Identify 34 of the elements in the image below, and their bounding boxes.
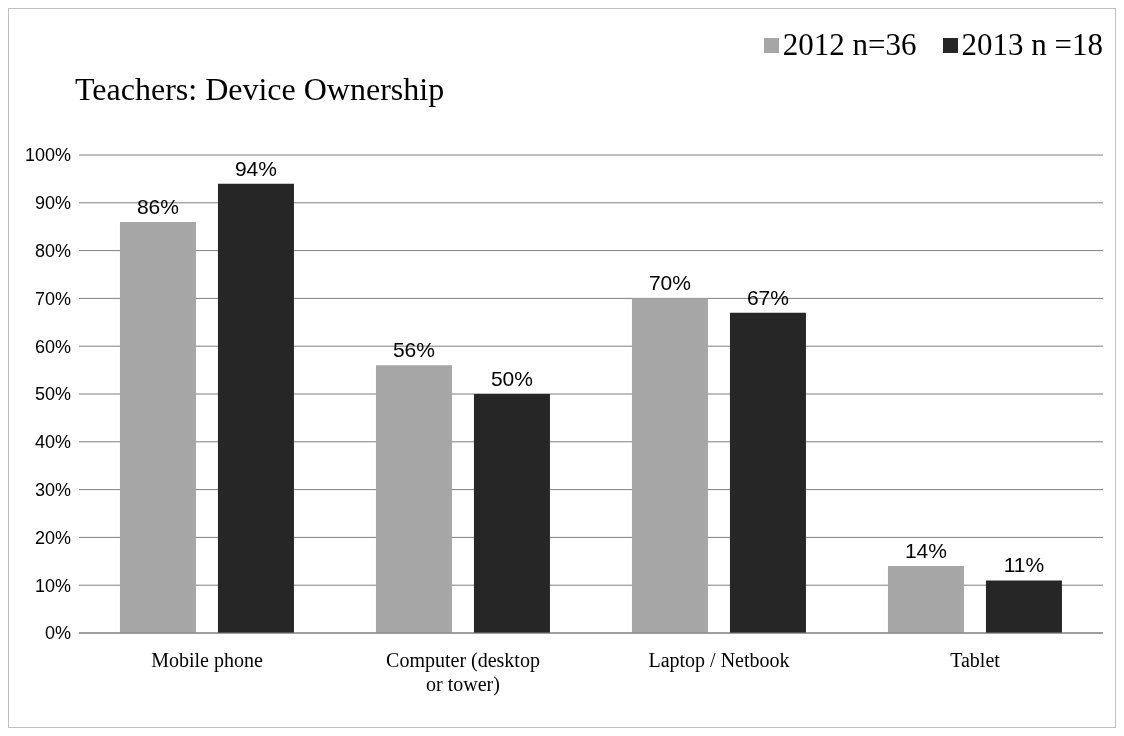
data-label: 14%	[904, 539, 947, 563]
bar	[631, 298, 708, 633]
data-label: 67%	[746, 285, 789, 309]
x-tick-label: Laptop / Netbook	[648, 649, 790, 672]
data-label: 94%	[234, 156, 277, 180]
y-tick-label: 80%	[34, 240, 71, 261]
y-tick-label: 30%	[34, 479, 71, 500]
x-tick-label: Mobile phone	[151, 649, 263, 672]
y-tick-label: 0%	[44, 623, 71, 644]
bar	[375, 365, 452, 633]
bar	[985, 580, 1062, 633]
data-label: 50%	[490, 367, 533, 390]
x-tick-label: Computer (desktop or tower)	[386, 649, 540, 696]
y-tick-label: 100%	[24, 145, 71, 166]
y-tick-label: 20%	[34, 527, 71, 548]
y-tick-label: 70%	[34, 288, 71, 309]
bar	[217, 183, 294, 633]
chart-title: Teachers: Device Ownership	[75, 71, 445, 108]
bar	[473, 394, 550, 633]
data-label: 70%	[648, 271, 691, 295]
legend-label: 2013 n =18	[961, 27, 1103, 63]
data-label: 56%	[392, 338, 435, 362]
y-tick-label: 10%	[34, 575, 71, 596]
y-tick-label: 90%	[34, 193, 71, 214]
y-tick-label: 40%	[34, 432, 71, 453]
bar	[119, 221, 196, 633]
data-label: 11%	[1003, 553, 1045, 577]
y-tick-label: 60%	[34, 336, 71, 357]
y-tick-label: 50%	[34, 384, 71, 405]
bar	[729, 312, 806, 633]
x-tick-label: Tablet	[950, 649, 1001, 671]
bar	[887, 566, 964, 633]
data-label: 86%	[136, 194, 179, 218]
legend-label: 2012 n=36	[782, 27, 917, 63]
